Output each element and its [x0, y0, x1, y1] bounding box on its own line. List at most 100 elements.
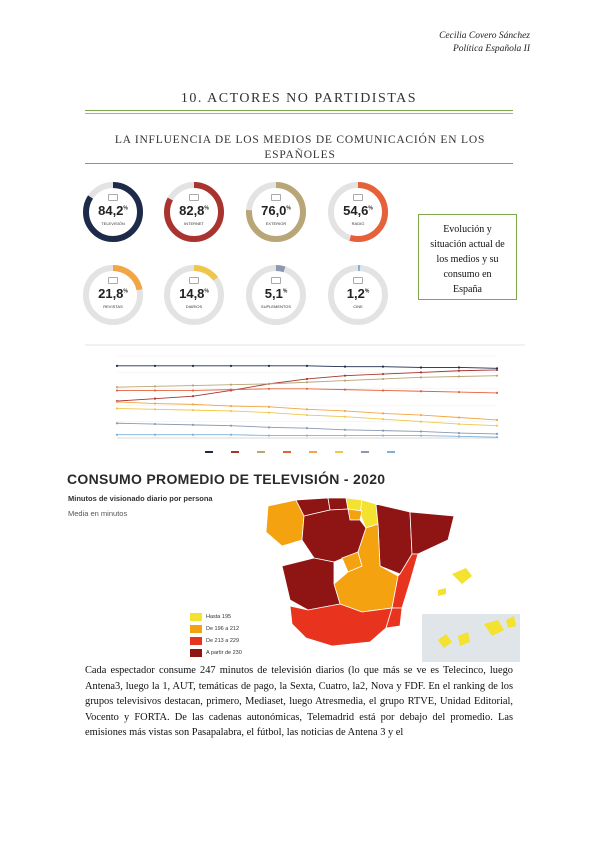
- series-point-1: [457, 369, 461, 372]
- series-point-0: [115, 364, 119, 367]
- legend-swatch-6: [361, 451, 369, 453]
- course-name: Política Española II: [452, 44, 530, 54]
- media-icon: [108, 194, 118, 201]
- series-line-4: [116, 401, 498, 421]
- series-point-6: [381, 429, 385, 432]
- map-region-canarias-2: [458, 632, 470, 646]
- donut-unit: %: [123, 288, 128, 295]
- legend-label: De 213 a 229: [206, 637, 240, 644]
- donut-value: 21,8%: [98, 286, 128, 301]
- tv-map-subtitle: Minutos de visionado diario por persona: [68, 494, 213, 503]
- donut-suplementos: 5,1% SUPLEMENTOS: [245, 264, 307, 326]
- donut-arc: [328, 265, 388, 325]
- donut-label: RADIO: [351, 221, 365, 226]
- author-header: Cecilia Covero Sánchez Política Española…: [439, 30, 530, 56]
- map-region-extremadura: [281, 557, 341, 611]
- donut-value: 82,8%: [179, 203, 209, 218]
- series-point-6: [343, 428, 347, 431]
- media-icon: [353, 277, 363, 284]
- series-point-5: [343, 415, 347, 418]
- series-point-6: [457, 431, 461, 435]
- donut-label: EXTERIOR: [265, 221, 287, 226]
- donut-arc: [164, 265, 224, 325]
- donut-unit: %: [204, 288, 209, 295]
- spain-tv-map: [265, 497, 520, 662]
- donut-diarios: 14,8% DIARIOS: [163, 264, 225, 326]
- legend-swatch-5: [335, 451, 343, 453]
- series-line-5: [116, 408, 498, 427]
- series-point-0: [419, 366, 423, 369]
- subsection-rule: [85, 163, 513, 164]
- donut-arc: [246, 265, 306, 325]
- series-point-4: [267, 405, 271, 408]
- map-region-canarias-4: [506, 616, 516, 628]
- series-point-5: [305, 413, 309, 417]
- legend-swatch: [190, 648, 202, 657]
- series-point-7: [305, 434, 309, 437]
- series-point-6: [305, 427, 309, 430]
- series-point-5: [457, 422, 461, 426]
- legend-item: De 196 a 212: [190, 624, 239, 633]
- legend-item: A partir de 230: [190, 648, 242, 657]
- donut-arc: [164, 182, 224, 242]
- series-point-4: [153, 402, 157, 405]
- donut-cine: 1,2% CINE: [327, 264, 389, 326]
- series-point-3: [229, 388, 233, 391]
- donut-unit: %: [364, 288, 370, 295]
- callout-line: los medios y su: [436, 254, 499, 265]
- series-point-4: [305, 408, 309, 411]
- series-point-6: [191, 423, 195, 426]
- series-point-5: [381, 418, 385, 421]
- canary-inset-box: [422, 614, 520, 662]
- donut-internet: 82,8% INTERNET: [163, 181, 225, 243]
- series-point-7: [419, 434, 423, 437]
- legend-label: De 196 a 212: [206, 625, 240, 632]
- media-icon: [189, 277, 199, 284]
- series-point-0: [267, 364, 271, 367]
- media-icon: [189, 194, 199, 201]
- series-point-3: [191, 389, 195, 392]
- series-point-1: [381, 372, 385, 376]
- series-point-7: [153, 433, 157, 436]
- donut-label: SUPLEMENTOS: [260, 304, 292, 309]
- series-point-7: [229, 433, 233, 436]
- series-point-1: [419, 371, 423, 374]
- callout-line: Evolución y: [443, 224, 492, 235]
- series-point-4: [343, 409, 347, 413]
- legend-label: Hasta 195: [206, 613, 232, 620]
- series-point-2: [495, 374, 499, 377]
- donut-value: 14,8%: [179, 286, 209, 301]
- legend-label: A partir de 230: [206, 649, 242, 656]
- donut-value: 1,2%: [346, 286, 370, 301]
- series-point-4: [457, 416, 461, 419]
- series-point-5: [153, 408, 157, 411]
- callout-box: Evolución y situación actual de los medi…: [418, 214, 517, 300]
- series-point-2: [115, 386, 119, 389]
- media-evolution-chart: [85, 344, 525, 453]
- series-point-3: [305, 387, 309, 390]
- section-rule-thin: [85, 113, 513, 114]
- series-point-2: [229, 383, 233, 386]
- series-point-5: [229, 409, 233, 413]
- series-point-6: [115, 422, 119, 425]
- map-region-andalusia: [289, 603, 393, 647]
- map-region-galicia: [265, 499, 305, 547]
- section-title: 10. ACTORES NO PARTIDISTAS: [180, 91, 418, 106]
- donut-unit: %: [123, 205, 128, 212]
- donut-exterior: 76,0% EXTERIOR: [245, 181, 307, 243]
- series-point-3: [495, 391, 499, 394]
- series-point-0: [381, 365, 385, 368]
- donut-unit: %: [282, 288, 288, 295]
- series-point-5: [495, 424, 499, 427]
- donut-arc: [83, 182, 143, 242]
- series-point-4: [115, 400, 119, 404]
- series-point-1: [343, 374, 347, 377]
- series-point-1: [191, 395, 195, 398]
- callout-line: situación actual de: [430, 239, 505, 250]
- series-point-0: [457, 366, 461, 369]
- series-point-4: [419, 413, 423, 417]
- series-point-0: [343, 365, 347, 368]
- series-point-7: [457, 435, 461, 438]
- donut-label: REVISTAS: [103, 304, 123, 309]
- map-region-canarias: [438, 634, 452, 648]
